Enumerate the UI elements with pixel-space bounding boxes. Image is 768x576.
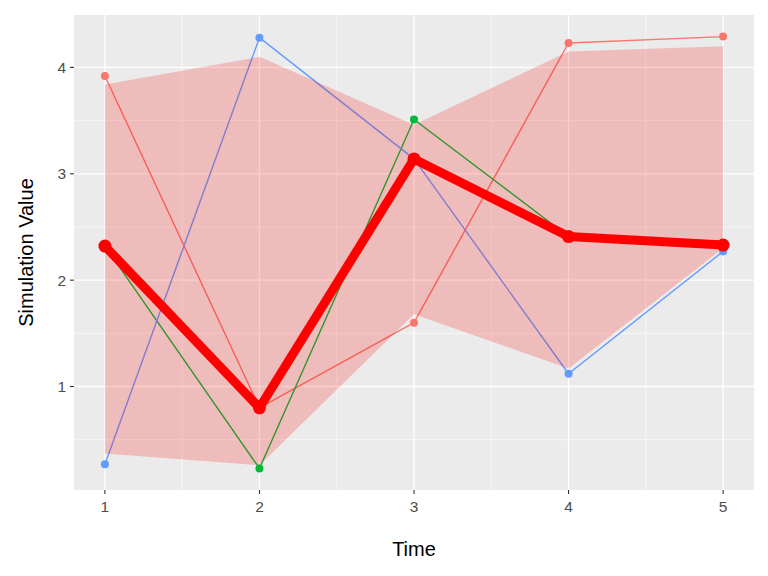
tick-label: 3 bbox=[57, 165, 66, 182]
line bbox=[105, 159, 723, 408]
point bbox=[410, 319, 418, 327]
tick bbox=[70, 173, 74, 174]
tick-label: 1 bbox=[57, 378, 66, 395]
series bbox=[98, 152, 729, 414]
tick bbox=[413, 490, 414, 494]
point bbox=[253, 401, 266, 414]
point bbox=[410, 116, 418, 124]
tick bbox=[259, 490, 260, 494]
plot-area bbox=[98, 33, 729, 473]
tick bbox=[70, 386, 74, 387]
point bbox=[98, 240, 111, 253]
chart: 1 2 3 4 1 2 3 4 5 Time Simulation Value bbox=[0, 0, 768, 576]
point bbox=[101, 72, 109, 80]
point bbox=[408, 152, 421, 165]
point bbox=[565, 370, 573, 378]
y-axis-label: Simulation Value bbox=[15, 178, 37, 327]
ribbon bbox=[105, 46, 723, 465]
tick-label: 2 bbox=[255, 498, 264, 515]
tick-label: 3 bbox=[410, 498, 419, 515]
point bbox=[255, 34, 263, 42]
grid bbox=[74, 15, 754, 490]
background bbox=[0, 0, 768, 576]
tick-label: 5 bbox=[719, 498, 728, 515]
point bbox=[101, 460, 109, 468]
point bbox=[255, 464, 263, 472]
tick bbox=[723, 490, 724, 494]
tick bbox=[70, 280, 74, 281]
point bbox=[562, 230, 575, 243]
tick-label: 2 bbox=[57, 272, 66, 289]
tick-label: 1 bbox=[101, 498, 110, 515]
tick bbox=[568, 490, 569, 494]
series bbox=[101, 34, 727, 469]
point bbox=[719, 33, 727, 41]
tick-label: 4 bbox=[57, 59, 66, 76]
tick bbox=[104, 490, 105, 494]
point bbox=[717, 239, 730, 252]
tick-label: 4 bbox=[564, 498, 573, 515]
panel bbox=[74, 15, 754, 490]
x-axis-label: Time bbox=[392, 538, 436, 560]
point bbox=[565, 39, 573, 47]
tick bbox=[70, 67, 74, 68]
axes: 1 2 3 4 1 2 3 4 5 bbox=[57, 59, 727, 515]
